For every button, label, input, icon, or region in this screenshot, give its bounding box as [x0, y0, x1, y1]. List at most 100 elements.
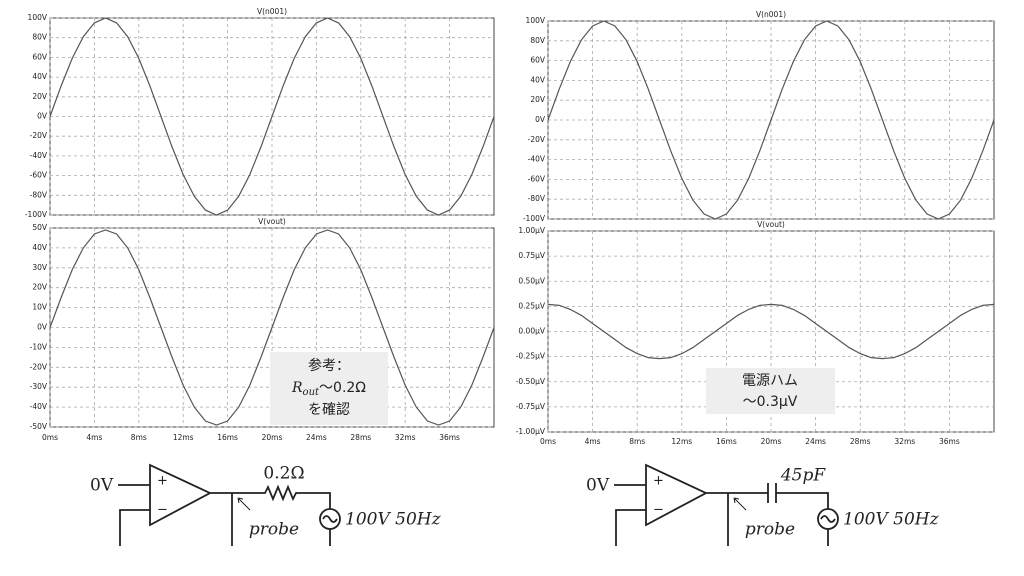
x-tick-label: 0ms	[42, 433, 58, 442]
y-tick-label: 40V	[32, 243, 48, 252]
y-tick-label: -60V	[30, 171, 48, 180]
x-tick-label: 16ms	[217, 433, 238, 442]
x-tick-label: 32ms	[395, 433, 416, 442]
y-tick-label: -20V	[30, 362, 48, 371]
x-tick-label: 8ms	[629, 437, 645, 446]
y-tick-label: 100V	[28, 13, 48, 22]
circuit-label: 0V	[586, 476, 610, 496]
x-tick-label: 4ms	[585, 437, 601, 446]
y-tick-label: -60V	[528, 174, 546, 183]
circuit-wire	[614, 463, 829, 546]
annotation-subscript: out	[303, 387, 320, 398]
waveform	[49, 229, 495, 426]
y-tick-label: 0V	[37, 323, 48, 332]
annotation-box	[270, 352, 388, 425]
ac-source	[817, 508, 839, 530]
probe-label: probe	[249, 520, 299, 540]
source-label: 100V 50Hz	[843, 510, 940, 530]
x-tick-label: 28ms	[350, 433, 371, 442]
y-tick-label: 0V	[535, 115, 546, 124]
annotation-symbol: R	[291, 380, 303, 396]
x-tick-label: 24ms	[805, 437, 826, 446]
x-tick-label: 16ms	[716, 437, 737, 446]
annotation-text: ～0.3μV	[743, 394, 798, 410]
y-tick-label: -20V	[528, 135, 546, 144]
plus-sign: +	[653, 474, 664, 489]
waveform	[547, 20, 995, 220]
y-tick-label: 1.00µV	[518, 226, 545, 235]
y-tick-label: -80V	[30, 190, 48, 199]
y-tick-label: 30V	[32, 263, 48, 272]
y-tick-label: 60V	[32, 52, 48, 61]
x-tick-label: 32ms	[894, 437, 915, 446]
waveform	[49, 17, 495, 216]
annotation-box	[706, 368, 835, 414]
x-tick-label: 4ms	[86, 433, 102, 442]
x-tick-label: 20ms	[262, 433, 283, 442]
y-tick-label: -80V	[528, 194, 546, 203]
x-tick-label: 0ms	[540, 437, 556, 446]
circuit: 0V + − 45pF probe 100V 50Hz	[586, 463, 940, 546]
y-tick-label: 0.75µV	[518, 251, 545, 260]
y-tick-label: -0.75µV	[516, 402, 546, 411]
ac-source	[319, 508, 341, 530]
y-tick-label: 50V	[32, 223, 48, 232]
circuit-wire	[118, 463, 331, 546]
minus-sign: −	[157, 503, 168, 518]
circuit: 0V + − 0.2Ω probe 100V 50Hz	[90, 463, 442, 546]
x-tick-label: 8ms	[131, 433, 147, 442]
y-tick-label: -100V	[25, 210, 48, 219]
probe-label: probe	[745, 520, 795, 540]
plus-sign: +	[157, 474, 168, 489]
plot-title: V(vout)	[757, 220, 785, 229]
y-tick-label: -40V	[528, 155, 546, 164]
y-tick-label: -20V	[30, 131, 48, 140]
annotation-text: 参考：	[308, 357, 350, 374]
annotation-text: Rout～0.2Ω	[291, 380, 366, 398]
plot-title: V(n001)	[257, 7, 287, 16]
component-label: 0.2Ω	[263, 464, 304, 484]
y-tick-label: -100V	[523, 214, 546, 223]
minus-sign: −	[653, 503, 664, 518]
component-label: 45pF	[780, 466, 827, 486]
y-tick-label: 0.25µV	[518, 301, 545, 310]
x-tick-label: 12ms	[173, 433, 194, 442]
y-tick-label: 0.50µV	[518, 276, 545, 285]
y-tick-label: 0V	[37, 112, 48, 121]
plot-title: V(vout)	[258, 217, 286, 226]
y-tick-label: 20V	[530, 95, 546, 104]
circuit-label: 0V	[90, 476, 114, 496]
y-tick-label: 10V	[32, 303, 48, 312]
probe-arrow	[733, 497, 747, 511]
y-tick-label: -0.50µV	[516, 377, 546, 386]
ac-symbol	[322, 515, 338, 523]
ac-symbol	[820, 515, 836, 523]
y-tick-label: 40V	[32, 72, 48, 81]
x-tick-label: 28ms	[850, 437, 871, 446]
source-label: 100V 50Hz	[345, 510, 442, 530]
y-tick-label: 100V	[526, 16, 546, 25]
annotation-text: を確認	[308, 402, 350, 418]
x-tick-label: 36ms	[439, 433, 460, 442]
y-tick-label: 60V	[530, 56, 546, 65]
y-tick-label: -50V	[30, 422, 48, 431]
y-tick-label: -1.00µV	[516, 427, 546, 436]
y-tick-label: -0.25µV	[516, 352, 546, 361]
y-tick-label: 80V	[530, 36, 546, 45]
y-tick-label: -40V	[30, 151, 48, 160]
plot-title: V(n001)	[756, 10, 786, 19]
probe-arrow	[237, 497, 251, 511]
y-tick-label: 40V	[530, 75, 546, 84]
y-tick-label: -10V	[30, 342, 48, 351]
y-tick-label: 80V	[32, 33, 48, 42]
annotation-text: ～0.2Ω	[319, 380, 366, 396]
y-tick-label: 0.00µV	[518, 327, 545, 336]
x-tick-label: 24ms	[306, 433, 327, 442]
waveform	[547, 303, 995, 360]
x-tick-label: 12ms	[671, 437, 692, 446]
y-tick-label: -30V	[30, 382, 48, 391]
x-tick-label: 36ms	[939, 437, 960, 446]
annotation-text: 電源ハム	[742, 373, 798, 389]
y-tick-label: 20V	[32, 92, 48, 101]
